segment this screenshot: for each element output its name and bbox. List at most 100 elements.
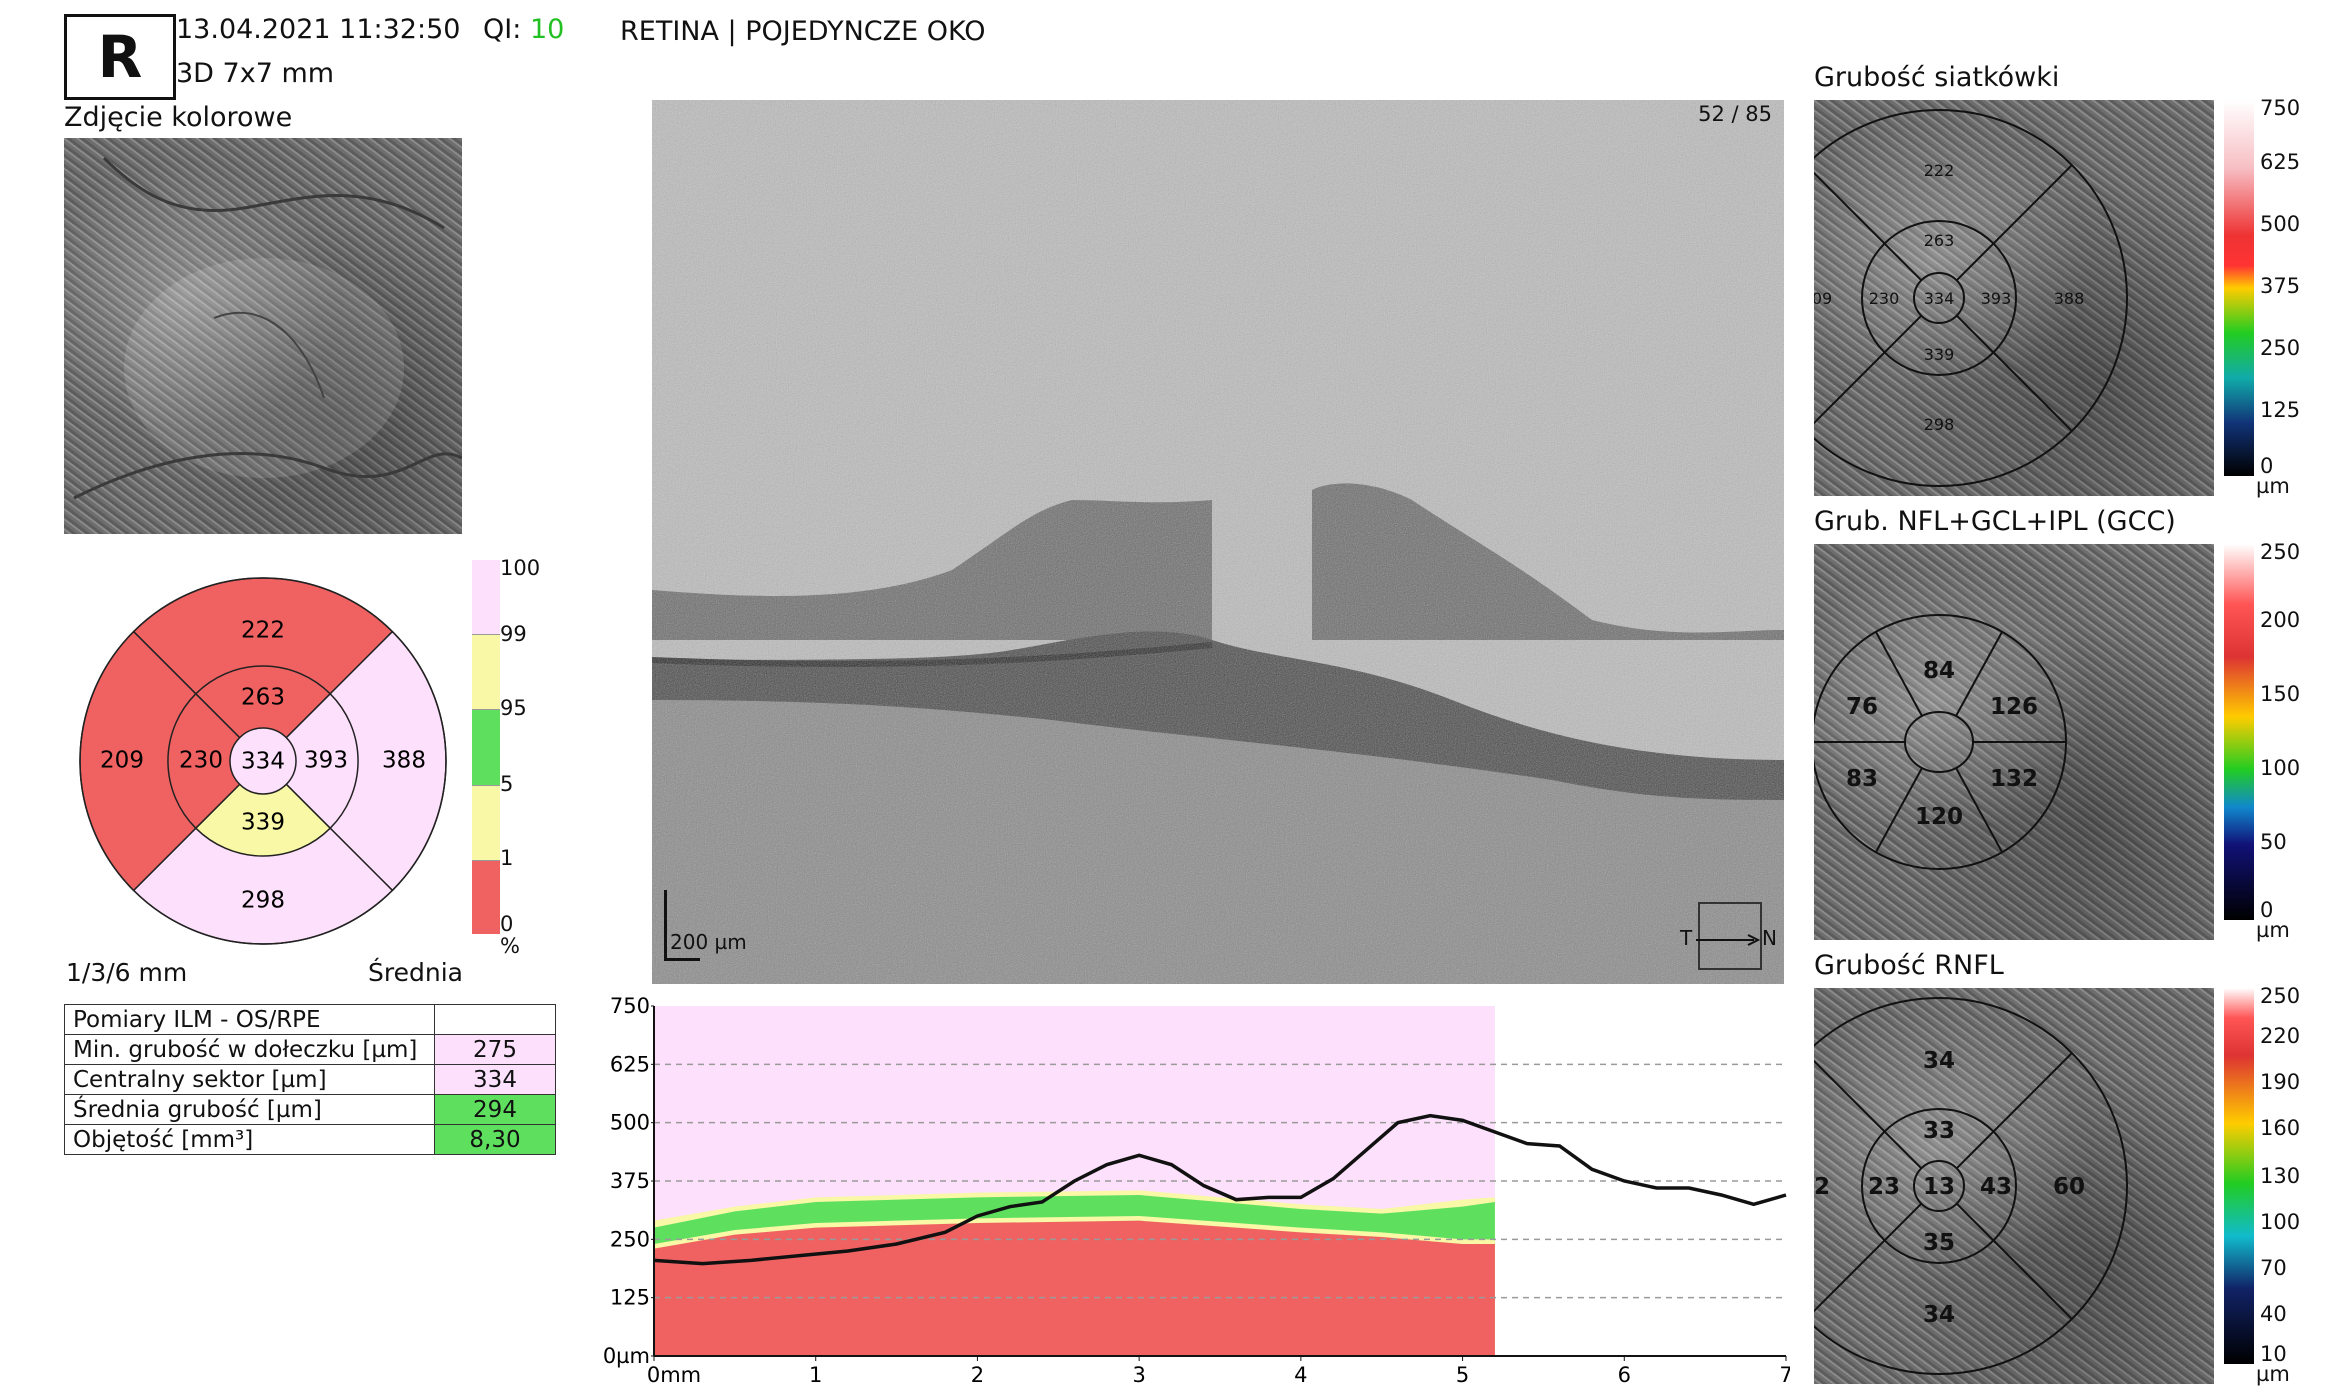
eye-indicator: R (64, 14, 176, 100)
map2-upper-right: 126 (1990, 694, 2038, 720)
map1-inner-bottom: 339 (1924, 345, 1955, 364)
orientation-n: N (1762, 926, 1777, 950)
map2-upper-left: 76 (1846, 694, 1878, 720)
map3-tick: 70 (2260, 1256, 2287, 1280)
series-thickness-line (653, 1113, 1787, 1266)
datetime: 13.04.2021 11:32:50 (176, 14, 461, 45)
exam-datetime: 13.04.2021 11:32:50 QI: 10 (176, 14, 564, 45)
map1-inner-left: 230 (1869, 289, 1900, 308)
row-label: Min. grubość w dołeczku [µm] (64, 1034, 435, 1065)
x-tick-label: 2 (971, 1363, 984, 1387)
map3-tick: 100 (2260, 1210, 2301, 1234)
row-value: 275 (434, 1034, 556, 1065)
percentile-legend (472, 560, 500, 934)
scale-label: 200 µm (670, 930, 747, 954)
map3-inner-top: 33 (1923, 1118, 1955, 1144)
map2-lower-right: 132 (1990, 766, 2038, 792)
map3-center: 13 (1923, 1174, 1955, 1200)
row-label: Objętość [mm³] (64, 1124, 435, 1155)
etdrs-inner-top-value: 263 (241, 685, 285, 711)
map1-tick: 250 (2260, 336, 2301, 360)
table-row: Centralny sektor [µm] 334 (64, 1064, 556, 1095)
gcc-thickness-map[interactable]: 84 76 126 83 132 120 (1814, 544, 2214, 940)
fundus-color-photo (64, 138, 462, 534)
etdrs-outer-right-value: 388 (382, 748, 426, 774)
row-label: Średnia grubość [µm] (64, 1094, 435, 1125)
retina-thickness-map[interactable]: 222 09 230 334 393 388 263 339 298 (1814, 100, 2214, 496)
y-tick-label: 250 (610, 1227, 650, 1251)
map1-tick: 375 (2260, 274, 2301, 298)
etdrs-thickness-chart: 222 209 388 298 263 230 393 339 334 (79, 577, 447, 945)
map1-inner-top: 263 (1924, 231, 1955, 250)
map2-tick: 150 (2260, 682, 2301, 706)
legend-tick-100: 100 (500, 556, 541, 580)
etdrs-center-sector (229, 727, 297, 795)
etdrs-inner-top-sector (194, 665, 332, 763)
map3-left-outer: 2 (1814, 1174, 1830, 1200)
band-below-p1 (654, 1220, 1495, 1356)
map3-tick: 40 (2260, 1302, 2287, 1326)
map2-tick: 100 (2260, 756, 2301, 780)
etdrs-outer-left-value: 209 (100, 748, 144, 774)
table-row: Średnia grubość [µm] 294 (64, 1094, 556, 1125)
table-header: Pomiary ILM - OS/RPE (64, 1004, 435, 1035)
map2-tick: 250 (2260, 540, 2301, 564)
map1-tick: 500 (2260, 212, 2301, 236)
map3-tick: 250 (2260, 984, 2301, 1008)
legend-tick-0: 0 (500, 912, 514, 936)
row-value: 8,30 (434, 1124, 556, 1155)
map-title-rnfl: Grubość RNFL (1814, 950, 2004, 981)
map2-tick: 0 (2260, 898, 2274, 922)
rnfl-thickness-map[interactable]: 34 2 23 13 43 60 33 35 34 (1814, 988, 2214, 1384)
x-tick-label: 0mm (647, 1363, 701, 1387)
x-tick-label: 3 (1132, 1363, 1145, 1387)
map-title-retina: Grubość siatkówki (1814, 62, 2060, 93)
map3-inner-bottom: 35 (1923, 1230, 1955, 1256)
map1-tick: 750 (2260, 96, 2301, 120)
y-tick-label: 0µm (603, 1344, 650, 1368)
orientation-box (1698, 902, 1762, 970)
x-tick-label: 1 (809, 1363, 822, 1387)
slice-indicator: 52 / 85 (1698, 102, 1772, 126)
legend-tick-1: 1 (500, 846, 514, 870)
map1-tick: 125 (2260, 398, 2301, 422)
map2-bottom: 120 (1915, 804, 1963, 830)
etdrs-grid-label: 1/3/6 mm (66, 958, 188, 987)
qi-value: 10 (529, 14, 565, 45)
legend-tick-5: 5 (500, 772, 514, 796)
x-tick-label: 5 (1456, 1363, 1469, 1387)
scan-type: 3D 7x7 mm (176, 58, 335, 89)
legend-tick-95: 95 (500, 696, 527, 720)
etdrs-inner-bottom-sector (194, 759, 332, 857)
map2-lower-left: 83 (1846, 766, 1878, 792)
gcc-colorbar (2224, 544, 2254, 920)
x-tick-label: 4 (1294, 1363, 1307, 1387)
x-tick-label: 7 (1779, 1363, 1790, 1387)
etdrs-inner-right-sector (261, 692, 359, 830)
map3-tick: 160 (2260, 1116, 2301, 1140)
etdrs-inner-right-value: 393 (304, 748, 348, 774)
legend-tick-99: 99 (500, 622, 527, 646)
etdrs-outer-bottom-value: 298 (241, 888, 285, 914)
etdrs-center-value: 334 (241, 749, 285, 775)
retina-colorbar (2224, 100, 2254, 476)
y-tick-label: 750 (610, 994, 650, 1018)
map2-unit: µm (2256, 918, 2290, 942)
map3-bottom: 34 (1923, 1302, 1955, 1328)
row-label: Centralny sektor [µm] (64, 1064, 435, 1095)
map-title-gcc: Grub. NFL+GCL+IPL (GCC) (1814, 506, 2176, 537)
map1-unit: µm (2256, 474, 2290, 498)
map3-inner-left: 23 (1868, 1174, 1900, 1200)
arrow-right-icon (1696, 934, 1761, 946)
oct-bscan-image[interactable]: 52 / 85 200 µm T N (652, 100, 1784, 984)
scan-mode: RETINA | POJEDYNCZE OKO (620, 16, 986, 47)
rnfl-colorbar (2224, 988, 2254, 1364)
map3-tick: 220 (2260, 1024, 2301, 1048)
orientation-t: T (1680, 926, 1693, 950)
etdrs-stat-label: Średnia (368, 958, 463, 987)
eye-label: R (97, 23, 143, 91)
map3-right-outer: 60 (2053, 1174, 2085, 1200)
scale-bar-horizontal (664, 958, 700, 961)
map2-tick: 200 (2260, 608, 2301, 632)
etdrs-outer-top-value: 222 (241, 618, 285, 644)
